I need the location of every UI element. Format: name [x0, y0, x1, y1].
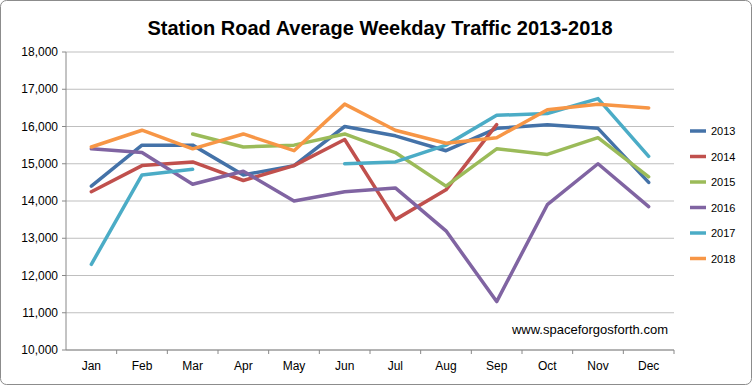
- x-tick-mark: [522, 350, 523, 354]
- legend-swatch: [690, 257, 706, 261]
- tick-mark: [62, 238, 66, 239]
- tick-mark: [62, 126, 66, 127]
- tick-mark: [62, 201, 66, 202]
- x-tick-label: Apr: [234, 359, 253, 373]
- grid-line: [66, 52, 674, 53]
- legend-swatch: [690, 155, 706, 159]
- legend-label: 2013: [711, 125, 735, 137]
- y-tick-label: 10,000: [21, 343, 58, 357]
- tick-mark: [62, 89, 66, 90]
- y-tick-label: 18,000: [21, 45, 58, 59]
- y-tick-label: 15,000: [21, 157, 58, 171]
- legend-swatch: [690, 180, 706, 184]
- x-tick-mark: [319, 350, 320, 354]
- legend-label: 2014: [711, 151, 735, 163]
- legend-swatch: [690, 129, 706, 133]
- annotation: www.spaceforgosforth.com: [511, 322, 668, 337]
- series-line: [91, 104, 648, 151]
- legend-label: 2018: [711, 253, 735, 265]
- y-tick-label: 16,000: [21, 120, 58, 134]
- x-tick-label: Oct: [538, 359, 557, 373]
- y-tick-label: 17,000: [21, 82, 58, 96]
- x-tick-mark: [116, 350, 117, 354]
- x-tick-mark: [674, 350, 675, 354]
- x-tick-label: Feb: [132, 359, 153, 373]
- plot-area: [91, 99, 648, 302]
- chart: Station Road Average Weekday Traffic 201…: [0, 0, 752, 385]
- x-tick-mark: [420, 350, 421, 354]
- grid-line: [66, 275, 674, 276]
- grid-line: [66, 201, 674, 202]
- x-tick-label: Jan: [82, 359, 101, 373]
- legend-label: 2017: [711, 227, 735, 239]
- grid-line: [66, 89, 674, 90]
- x-tick-mark: [572, 350, 573, 354]
- tick-mark: [62, 312, 66, 313]
- series-line: [91, 99, 648, 265]
- x-tick-mark: [471, 350, 472, 354]
- y-tick-label: 11,000: [22, 306, 58, 320]
- x-tick-label: Jun: [335, 359, 354, 373]
- grid-line: [66, 312, 674, 313]
- x-tick-label: May: [283, 359, 306, 373]
- grid-line: [66, 238, 674, 239]
- x-tick-label: Jul: [388, 359, 403, 373]
- x-tick-label: Mar: [182, 359, 203, 373]
- x-tick-label: Aug: [435, 359, 456, 373]
- y-tick-label: 14,000: [21, 194, 58, 208]
- legend-label: 2016: [711, 202, 735, 214]
- tick-mark: [62, 163, 66, 164]
- chart-border: [1, 1, 752, 385]
- legend-swatch: [690, 231, 706, 235]
- x-tick-mark: [218, 350, 219, 354]
- x-tick-mark: [623, 350, 624, 354]
- x-tick-label: Sep: [486, 359, 508, 373]
- tick-mark: [62, 275, 66, 276]
- y-axis: [66, 52, 67, 350]
- legend-label: 2015: [711, 176, 735, 188]
- tick-mark: [62, 350, 66, 351]
- x-tick-mark: [370, 350, 371, 354]
- x-tick-mark: [268, 350, 269, 354]
- title: Station Road Average Weekday Traffic 201…: [147, 17, 612, 39]
- legend-swatch: [690, 206, 706, 210]
- tick-mark: [62, 52, 66, 53]
- y-tick-label: 12,000: [21, 269, 58, 283]
- x-tick-label: Dec: [638, 359, 659, 373]
- x-tick-label: Nov: [587, 359, 608, 373]
- y-tick-label: 13,000: [21, 231, 58, 245]
- x-tick-mark: [167, 350, 168, 354]
